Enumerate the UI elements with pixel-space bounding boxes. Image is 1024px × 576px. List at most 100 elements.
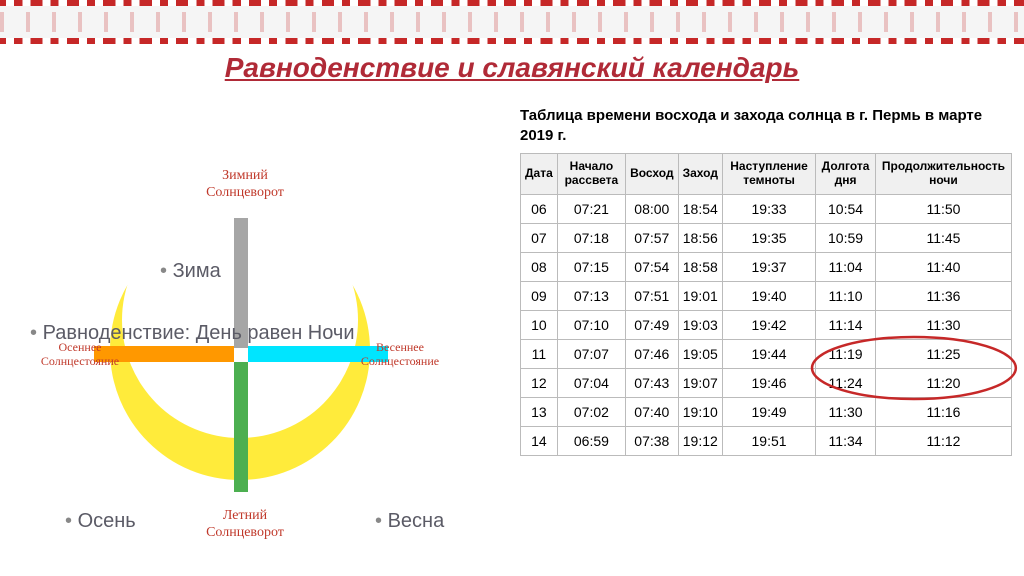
- table-row: 1207:0407:4319:0719:4611:2411:20: [521, 368, 1012, 397]
- table-cell: 19:35: [722, 223, 815, 252]
- table-row: 1007:1007:4919:0319:4211:1411:30: [521, 310, 1012, 339]
- col-header: Дата: [521, 154, 558, 195]
- label-line1: Весеннее: [376, 340, 424, 354]
- table-cell: 07:57: [626, 223, 679, 252]
- table-cell: 19:44: [722, 339, 815, 368]
- table-cell: 11:30: [875, 310, 1011, 339]
- sunrise-table: ДатаНачало рассветаВосходЗаходНаступлени…: [520, 153, 1012, 456]
- table-cell: 07:13: [557, 281, 625, 310]
- table-cell: 19:37: [722, 252, 815, 281]
- table-cell: 11:10: [816, 281, 876, 310]
- label-line1: Летний: [223, 508, 267, 523]
- table-cell: 09: [521, 281, 558, 310]
- table-cell: 11:36: [875, 281, 1011, 310]
- table-cell: 06: [521, 194, 558, 223]
- label-line2: Солнцеворот: [206, 185, 284, 200]
- table-cell: 11:25: [875, 339, 1011, 368]
- season-winter: Зима: [160, 260, 221, 283]
- table-cell: 19:49: [722, 397, 815, 426]
- table-cell: 19:51: [722, 426, 815, 455]
- col-header: Начало рассвета: [557, 154, 625, 195]
- table-row: 0907:1307:5119:0119:4011:1011:36: [521, 281, 1012, 310]
- col-header: Долгота дня: [816, 154, 876, 195]
- ornament-banner: [0, 0, 1024, 44]
- table-cell: 11:20: [875, 368, 1011, 397]
- table-cell: 11:34: [816, 426, 876, 455]
- table-cell: 19:42: [722, 310, 815, 339]
- table-row: 1307:0207:4019:1019:4911:3011:16: [521, 397, 1012, 426]
- table-cell: 11:24: [816, 368, 876, 397]
- label-line1: Зимний: [222, 168, 268, 183]
- table-cell: 07: [521, 223, 558, 252]
- table-cell: 07:02: [557, 397, 625, 426]
- table-cell: 19:01: [678, 281, 722, 310]
- table-cell: 07:10: [557, 310, 625, 339]
- table-cell: 11:19: [816, 339, 876, 368]
- table-cell: 19:33: [722, 194, 815, 223]
- table-cell: 07:51: [626, 281, 679, 310]
- table-cell: 19:05: [678, 339, 722, 368]
- label-line2: Солнцестояние: [41, 354, 119, 368]
- col-header: Заход: [678, 154, 722, 195]
- table-cell: 14: [521, 426, 558, 455]
- table-cell: 07:18: [557, 223, 625, 252]
- label-line2: Солнцестояние: [361, 354, 439, 368]
- table-cell: 08: [521, 252, 558, 281]
- table-panel: Таблица времени восхода и захода солнца …: [520, 100, 1024, 576]
- table-cell: 07:07: [557, 339, 625, 368]
- table-cell: 18:56: [678, 223, 722, 252]
- table-cell: 19:46: [722, 368, 815, 397]
- label-winter-solstice: Зимний Солнцеворот: [185, 168, 305, 202]
- season-spring: Весна: [375, 510, 444, 533]
- table-cell: 19:03: [678, 310, 722, 339]
- table-cell: 07:54: [626, 252, 679, 281]
- bar-summer: [234, 362, 248, 492]
- table-cell: 07:15: [557, 252, 625, 281]
- table-cell: 11:14: [816, 310, 876, 339]
- table-cell: 10:59: [816, 223, 876, 252]
- equinox-caption: Равноденствие: День равен Ночи: [30, 322, 355, 345]
- table-cell: 07:43: [626, 368, 679, 397]
- table-cell: 07:40: [626, 397, 679, 426]
- label-line2: Солнцеворот: [206, 525, 284, 540]
- table-cell: 11:30: [816, 397, 876, 426]
- table-cell: 07:04: [557, 368, 625, 397]
- label-summer-solstice: Летний Солнцеворот: [185, 508, 305, 542]
- table-cell: 07:21: [557, 194, 625, 223]
- table-cell: 13: [521, 397, 558, 426]
- page-title: Равноденствие и славянский календарь: [0, 52, 1024, 84]
- table-caption: Таблица времени восхода и захода солнца …: [520, 106, 1012, 145]
- table-cell: 12: [521, 368, 558, 397]
- table-cell: 19:40: [722, 281, 815, 310]
- table-cell: 07:46: [626, 339, 679, 368]
- table-cell: 06:59: [557, 426, 625, 455]
- table-cell: 08:00: [626, 194, 679, 223]
- table-cell: 10:54: [816, 194, 876, 223]
- table-cell: 07:49: [626, 310, 679, 339]
- solstice-diagram: Зимний Солнцеворот Летний Солнцеворот Ос…: [50, 160, 430, 540]
- col-header: Наступление темноты: [722, 154, 815, 195]
- table-cell: 11:16: [875, 397, 1011, 426]
- table-row: 1406:5907:3819:1219:5111:3411:12: [521, 426, 1012, 455]
- season-autumn: Осень: [65, 510, 136, 533]
- table-row: 0707:1807:5718:5619:3510:5911:45: [521, 223, 1012, 252]
- table-row: 0607:2108:0018:5419:3310:5411:50: [521, 194, 1012, 223]
- col-header: Продолжительность ночи: [875, 154, 1011, 195]
- table-cell: 11: [521, 339, 558, 368]
- content-area: Зимний Солнцеворот Летний Солнцеворот Ос…: [0, 100, 1024, 576]
- table-cell: 11:12: [875, 426, 1011, 455]
- table-row: 1107:0707:4619:0519:4411:1911:25: [521, 339, 1012, 368]
- table-cell: 11:45: [875, 223, 1011, 252]
- table-cell: 07:38: [626, 426, 679, 455]
- table-cell: 11:04: [816, 252, 876, 281]
- table-cell: 10: [521, 310, 558, 339]
- table-cell: 18:54: [678, 194, 722, 223]
- table-cell: 11:40: [875, 252, 1011, 281]
- table-cell: 19:12: [678, 426, 722, 455]
- table-row: 0807:1507:5418:5819:3711:0411:40: [521, 252, 1012, 281]
- table-cell: 18:58: [678, 252, 722, 281]
- col-header: Восход: [626, 154, 679, 195]
- table-cell: 19:10: [678, 397, 722, 426]
- label-spring-equinox: Весеннее Солнцестояние: [340, 340, 460, 369]
- diagram-panel: Зимний Солнцеворот Летний Солнцеворот Ос…: [0, 100, 520, 576]
